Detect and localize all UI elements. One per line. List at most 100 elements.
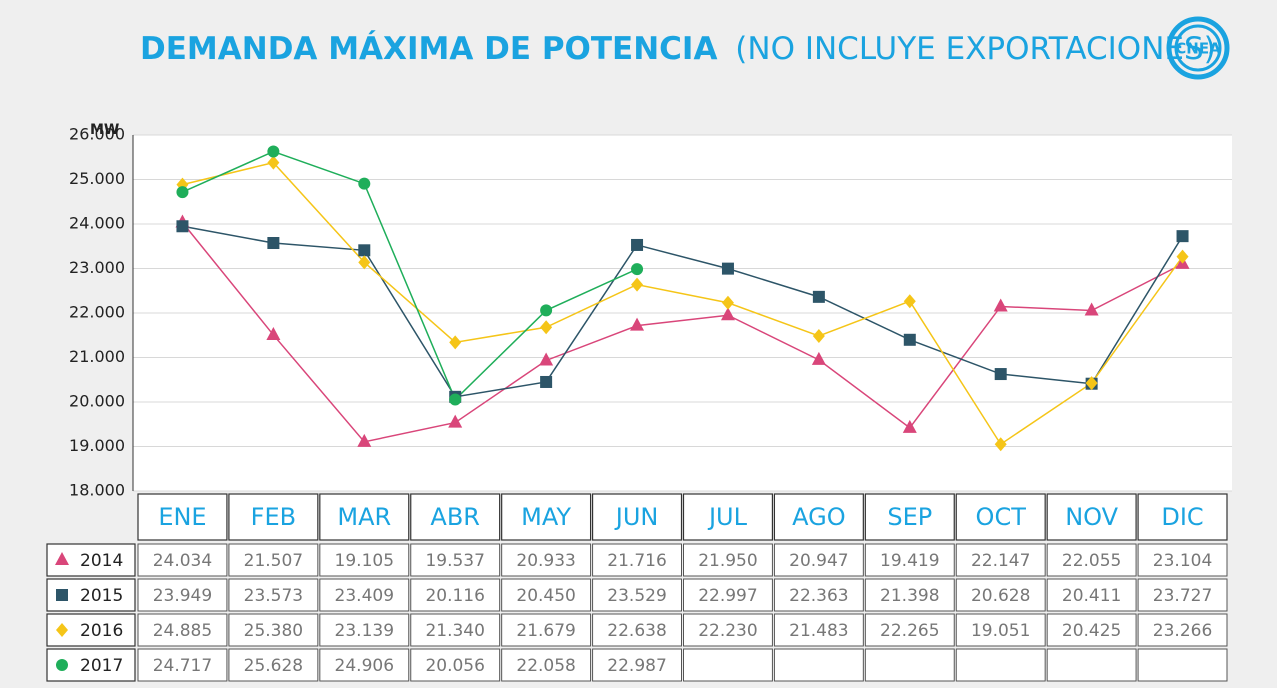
- marker: [56, 589, 68, 601]
- marker: [1084, 302, 1099, 316]
- table-cell: [773, 648, 864, 682]
- marker: [994, 437, 1007, 452]
- value-label: 22.147: [971, 551, 1030, 571]
- table-cell: [137, 578, 228, 612]
- marker: [994, 368, 1007, 381]
- x-tick-label: OCT: [976, 503, 1027, 531]
- marker: [903, 294, 916, 309]
- marker: [631, 238, 644, 251]
- y-tick-label: 20.000: [69, 392, 125, 411]
- header-cell: [228, 493, 319, 541]
- table-cell: [137, 613, 228, 647]
- logo: CNEA: [1166, 16, 1230, 80]
- value-label: 21.679: [516, 621, 575, 641]
- marker: [267, 155, 280, 170]
- y-tick-label: 22.000: [69, 303, 125, 322]
- x-tick-label: ABR: [430, 503, 480, 531]
- header-cell: [501, 493, 592, 541]
- value-label: 23.727: [1153, 586, 1212, 606]
- marker: [267, 145, 280, 158]
- value-label: 20.056: [425, 656, 484, 676]
- marker: [176, 220, 189, 233]
- marker: [720, 307, 735, 321]
- x-tick-label: ENE: [158, 503, 206, 531]
- table-cell: [773, 543, 864, 577]
- y-tick-label: 26.000: [69, 125, 125, 144]
- logo-ring: [1174, 24, 1222, 72]
- x-tick-label: SEP: [887, 503, 932, 531]
- table-cell: [410, 648, 501, 682]
- value-label: 19.105: [335, 551, 394, 571]
- table-cell: [228, 543, 319, 577]
- table-cell: [592, 613, 682, 647]
- table-cell: [592, 648, 682, 682]
- marker: [449, 335, 462, 350]
- marker: [357, 433, 372, 447]
- header-cell: [1046, 493, 1137, 541]
- table-cell: [773, 578, 864, 612]
- value-label: 22.058: [516, 656, 575, 676]
- header-cell: [410, 493, 501, 541]
- logo-text: CNEA: [1175, 40, 1221, 58]
- logo-ring: [1166, 16, 1230, 80]
- value-label: 25.628: [244, 656, 303, 676]
- value-label: 23.949: [153, 586, 212, 606]
- x-tick-label: JUN: [614, 503, 659, 531]
- table-cell: [955, 613, 1046, 647]
- marker: [56, 659, 68, 671]
- y-tick-label: 23.000: [69, 258, 125, 277]
- marker: [176, 186, 189, 199]
- header-cell: [137, 493, 228, 541]
- legend-label: 2017: [80, 656, 123, 676]
- marker: [812, 329, 825, 344]
- value-label: 24.034: [153, 551, 212, 571]
- value-label: 19.537: [425, 551, 484, 571]
- table-cell: [683, 648, 773, 682]
- table-cell: [592, 578, 682, 612]
- table-cell: [319, 543, 410, 577]
- value-label: 24.906: [335, 656, 394, 676]
- table-cell: [864, 543, 955, 577]
- header-cell: [591, 493, 683, 541]
- y-tick-label: 18.000: [69, 481, 125, 500]
- value-label: 19.419: [880, 551, 939, 571]
- value-label: 24.717: [153, 656, 212, 676]
- chart-title-group: DEMANDA MÁXIMA DE POTENCIA (NO INCLUYE E…: [140, 31, 1216, 67]
- value-label: 21.340: [425, 621, 484, 641]
- header-cell: [682, 493, 774, 541]
- table-cell: [1046, 578, 1137, 612]
- marker: [358, 244, 371, 257]
- marker: [358, 177, 371, 190]
- value-label: 23.266: [1153, 621, 1212, 641]
- table-cell: [1137, 543, 1228, 577]
- table-cell: [1046, 543, 1137, 577]
- legend-label: 2014: [80, 551, 123, 571]
- table-cell: [1137, 648, 1228, 682]
- legend-label: 2016: [80, 621, 123, 641]
- value-label: 23.409: [335, 586, 394, 606]
- value-label: 21.950: [698, 551, 757, 571]
- value-label: 20.116: [425, 586, 484, 606]
- table-cell: [410, 613, 501, 647]
- x-tick-label: JUL: [707, 503, 748, 531]
- table-cell: [955, 543, 1046, 577]
- value-label: 22.997: [698, 586, 757, 606]
- marker: [540, 304, 553, 317]
- y-tick-label: 21.000: [69, 347, 125, 366]
- marker: [903, 333, 916, 346]
- table-cell: [501, 648, 592, 682]
- table-cell: [319, 648, 410, 682]
- table-cell: [410, 543, 501, 577]
- marker: [449, 393, 462, 406]
- table-cell: [864, 648, 955, 682]
- value-label: 19.051: [971, 621, 1030, 641]
- value-label: 22.363: [789, 586, 848, 606]
- table-cell: [319, 578, 410, 612]
- table-cell: [1046, 648, 1137, 682]
- marker: [358, 255, 371, 270]
- value-label: 20.411: [1062, 586, 1121, 606]
- table-cell: [228, 613, 319, 647]
- table-cell: [864, 578, 955, 612]
- table-cell: [592, 543, 682, 577]
- header-cell: [955, 493, 1046, 541]
